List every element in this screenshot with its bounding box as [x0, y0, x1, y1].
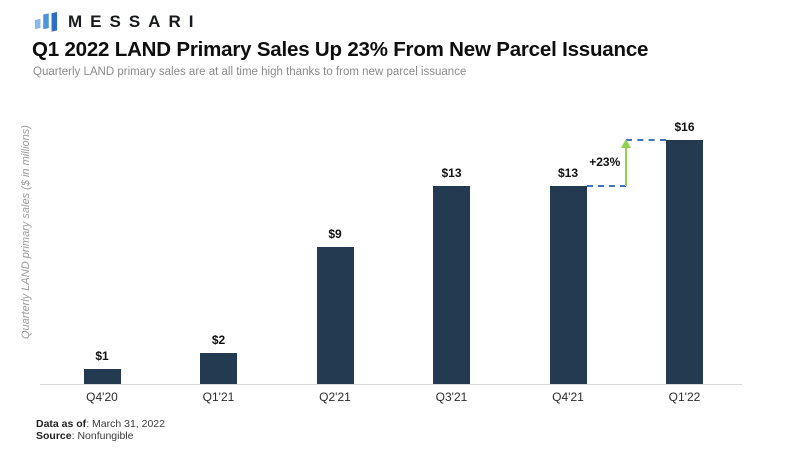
growth-arrow-head [621, 139, 632, 148]
x-axis-tick-label: Q4'20 [86, 390, 118, 404]
annotation-dash-from [586, 185, 627, 187]
plot-area: $1 Q4'20 $2 Q1'21 $9 Q2'21 $13 Q3'21 $13 Q4'21 $16… [40, 120, 742, 404]
bar-value-label: $9 [328, 227, 342, 241]
bar-value-label: $13 [441, 166, 462, 180]
x-axis-tick-label: Q1'22 [668, 390, 701, 404]
bar-Q4'20 [83, 369, 121, 384]
growth-percent-label: +23% [589, 155, 621, 169]
chart-footer: Data as of: March 31, 2022 Source: Nonfu… [36, 418, 165, 442]
source-line: Source: Nonfungible [36, 430, 165, 442]
source-value: : Nonfungible [71, 430, 134, 442]
bar-Q4'21 [549, 186, 587, 384]
messari-logo-icon [34, 12, 58, 32]
chart-subtitle: Quarterly LAND primary sales are at all … [33, 66, 467, 78]
x-axis-tick-label: Q3'21 [435, 390, 468, 404]
growth-arrow [625, 147, 628, 186]
bar-value-label: $2 [211, 333, 226, 347]
bar-value-label: $16 [674, 120, 695, 134]
bar-value-label: $13 [557, 166, 579, 180]
data-as-of-label: Data as of [36, 418, 87, 430]
bar-Q1'21 [200, 353, 237, 384]
messari-logo-text: MESSARI [68, 12, 202, 31]
data-as-of-value: : March 31, 2022 [86, 418, 165, 430]
annotation-dash-to [626, 139, 666, 141]
messari-logo: MESSARI [33, 10, 201, 34]
bar-value-label: $1 [95, 349, 109, 363]
x-axis-tick-label: Q4'21 [552, 390, 584, 404]
source-label: Source [36, 430, 72, 442]
data-as-of-line: Data as of: March 31, 2022 [36, 418, 165, 430]
bar-Q1'22 [666, 140, 703, 384]
chart-title: Q1 2022 LAND Primary Sales Up 23% From N… [32, 38, 649, 61]
y-axis-label: Quarterly LAND primary sales ($ in milli… [20, 125, 32, 339]
x-axis-tick-label: Q2'21 [319, 390, 351, 404]
x-axis-tick-label: Q1'21 [202, 390, 235, 404]
bar-Q2'21 [316, 247, 354, 384]
bar-Q3'21 [433, 186, 470, 384]
